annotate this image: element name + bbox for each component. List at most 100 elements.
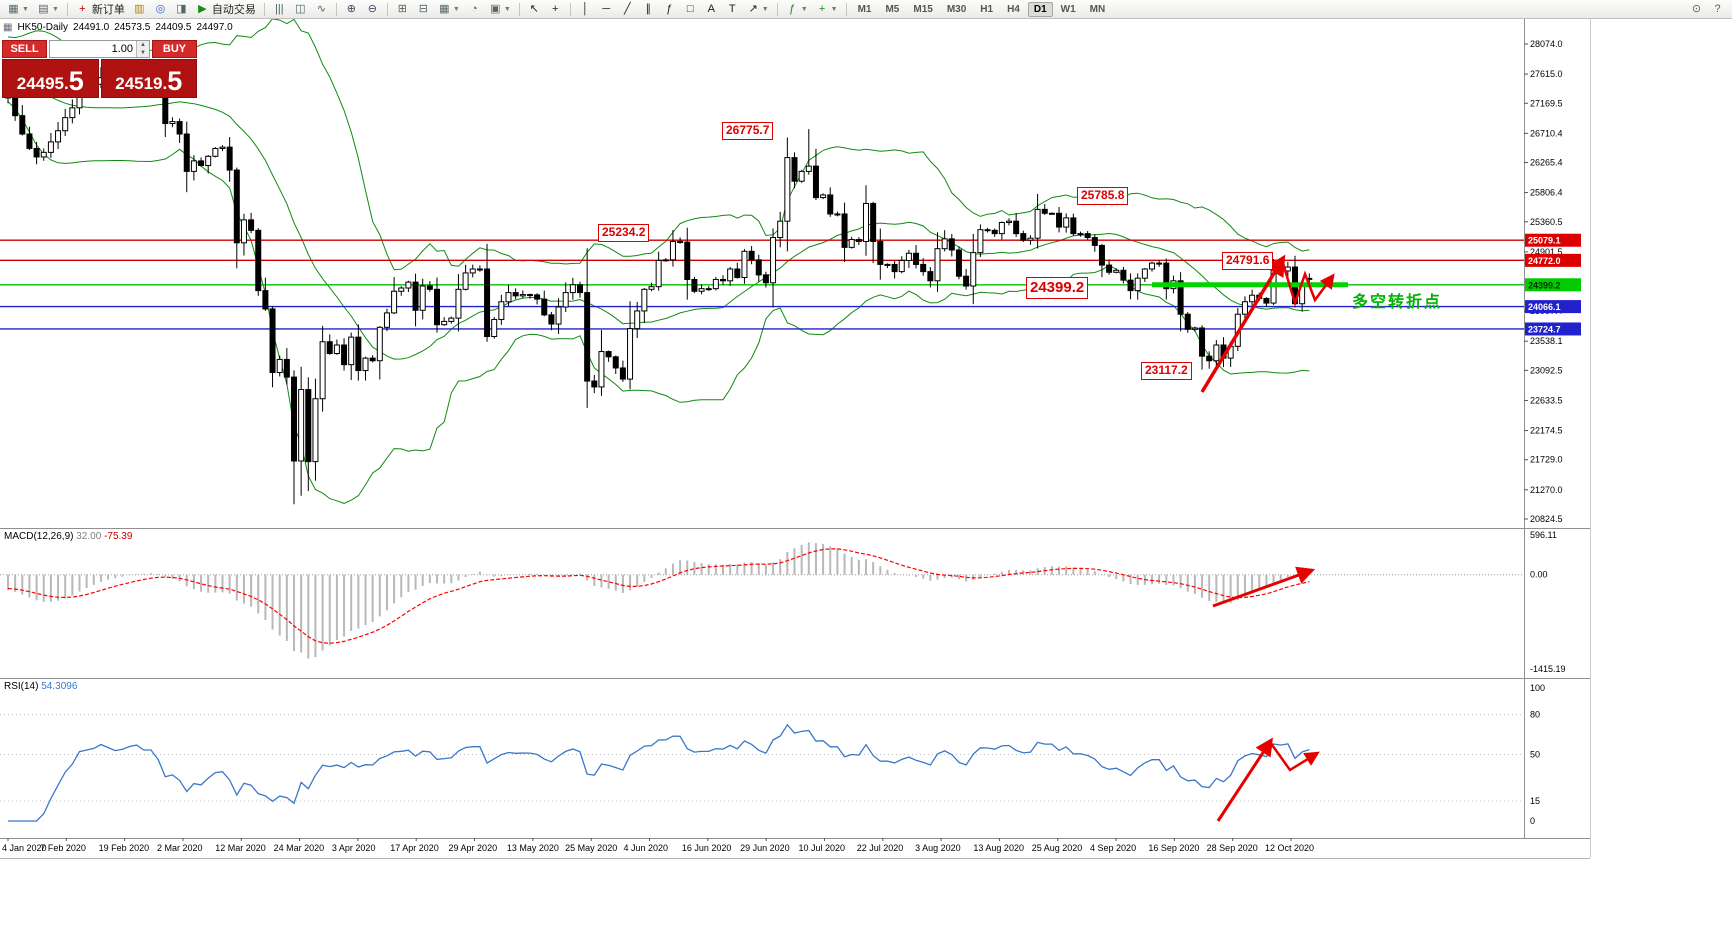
new-chart-button[interactable]: ▦ ▼	[3, 1, 33, 17]
rsi-axis-label: 50	[1530, 750, 1540, 760]
macd-name: MACD(12,26,9)	[4, 531, 74, 542]
candle-up	[69, 107, 76, 119]
crosshair-button[interactable]: +	[545, 1, 566, 17]
toolbar-group-charts: ▦ ▼ ▤ ▼	[3, 0, 63, 18]
sell-price-box[interactable]: 24495. 5	[2, 59, 99, 98]
chevron-down-icon[interactable]: ▼	[452, 5, 460, 13]
candle-up	[1141, 268, 1148, 279]
chevron-down-icon[interactable]: ▼	[51, 5, 59, 13]
timeframe-w1[interactable]: W1	[1060, 3, 1076, 15]
history-center-button[interactable]: ▥	[129, 1, 150, 17]
timeframe-m30[interactable]: M30	[946, 3, 967, 15]
candle-down	[948, 238, 955, 251]
candle-up	[998, 221, 1005, 235]
candle-up	[419, 285, 426, 311]
y-tick-label: 21270.0	[1530, 485, 1563, 495]
timeframe-m5[interactable]: M5	[885, 3, 900, 15]
chevron-down-icon[interactable]: ▼	[22, 5, 29, 13]
line-chart-button[interactable]: ∿	[311, 1, 332, 17]
shapes-button[interactable]: □	[680, 1, 701, 17]
volume-down-button[interactable]: ▼	[137, 49, 149, 57]
new-chart-grid-button[interactable]: ▦ ▼	[434, 1, 464, 17]
text-label-button[interactable]: T	[722, 1, 743, 17]
bollinger-lower-band	[7, 101, 1310, 504]
timeframe-h1[interactable]: H1	[980, 3, 994, 15]
timeframe-m1[interactable]: M1	[857, 3, 872, 15]
profiles-button[interactable]: ▤ ▼	[33, 1, 63, 17]
candlestick-chart-button[interactable]: ◫	[290, 1, 311, 17]
timeframe-bar: M1 M5 M15 M30 H1 H4 D1 W1 MN	[851, 0, 1113, 18]
timeframe-m15[interactable]: M15	[913, 3, 933, 15]
global-variables-icon: ◎	[155, 3, 166, 15]
candle-up	[1027, 237, 1034, 241]
macd-axis-label: 596.11	[1530, 530, 1557, 540]
volume-up-button[interactable]: ▲	[137, 41, 149, 49]
clock-icon: ◔	[470, 3, 478, 15]
templates-button[interactable]: ▣ ▼	[485, 1, 515, 17]
new-order-button[interactable]: + 新订单	[72, 1, 129, 17]
chevron-down-icon[interactable]: ▼	[761, 5, 769, 13]
bar-chart-button[interactable]: |||	[269, 1, 290, 17]
cursor-button[interactable]: ↖	[524, 1, 545, 17]
vertical-line-button[interactable]: │	[575, 1, 596, 17]
hline-icon: ─	[602, 3, 611, 15]
timeframe-d1[interactable]: D1	[1027, 1, 1053, 17]
y-tick-label: 23538.1	[1530, 336, 1563, 346]
y-tick-label: 27169.5	[1530, 98, 1563, 108]
fibo-icon: ƒ	[666, 3, 673, 15]
candle-down	[33, 147, 40, 158]
y-tick-label: 28074.0	[1530, 39, 1563, 49]
fibonacci-button[interactable]: ƒ	[659, 1, 680, 17]
candle-down	[991, 229, 998, 235]
y-tick-label: 24901.5	[1530, 247, 1563, 257]
help-button[interactable]: ?	[1707, 1, 1728, 17]
candle-up	[1241, 301, 1248, 315]
arrows-button[interactable]: ↗ ▼	[743, 1, 773, 17]
equidistant-channel-button[interactable]: ∥	[638, 1, 659, 17]
candle-up	[1191, 327, 1198, 330]
candle-up	[970, 252, 977, 287]
timeframe-h4[interactable]: H4	[1007, 3, 1020, 15]
chevron-down-icon[interactable]: ▼	[830, 5, 838, 13]
volume-input[interactable]: 1.00 ▲ ▼	[49, 40, 150, 58]
candle-down	[855, 239, 862, 242]
candle-up	[333, 344, 340, 355]
volume-value[interactable]: 1.00	[111, 43, 133, 55]
horizontal-line-button[interactable]: ─	[596, 1, 617, 17]
candle-down	[612, 356, 619, 369]
sell-price-main: 24495.	[16, 74, 69, 93]
candle-down	[1091, 237, 1098, 246]
toolbar-group-zoom: ⊕ ⊖	[341, 0, 383, 18]
one-click-trade-panel: SELL 1.00 ▲ ▼ BUY 24495. 5 24519. 5	[2, 40, 197, 98]
autotrading-button[interactable]: ▶ 自动交易	[192, 1, 260, 17]
trendline-button[interactable]: ╱	[617, 1, 638, 17]
candle-down	[269, 308, 276, 374]
auto-arrange-button[interactable]: ⊟	[413, 1, 434, 17]
sell-button[interactable]: SELL	[2, 40, 47, 58]
candle-up	[1034, 208, 1041, 239]
indicator-list-button[interactable]: ƒ ▼	[782, 1, 812, 17]
zoom-out-button[interactable]: ⊖	[362, 1, 383, 17]
toolbar-group-cursor-tools: ↖ +	[524, 0, 566, 18]
candle-up	[770, 237, 777, 284]
global-variables-button[interactable]: ◎	[150, 1, 171, 17]
candle-down	[226, 146, 233, 171]
chevron-down-icon[interactable]: ▼	[800, 5, 808, 13]
period-converter-button[interactable]: ◔	[464, 1, 485, 17]
candle-up	[212, 147, 219, 157]
search-button[interactable]: ⊙	[1686, 1, 1707, 17]
chevron-down-icon[interactable]: ▼	[503, 5, 511, 13]
candle-up	[934, 248, 941, 282]
zoom-in-button[interactable]: ⊕	[341, 1, 362, 17]
metaeditor-button[interactable]: ◨	[171, 1, 192, 17]
buy-price-box[interactable]: 24519. 5	[100, 59, 197, 98]
candle-down	[355, 336, 362, 372]
buy-button[interactable]: BUY	[152, 40, 197, 58]
add-indicator-button[interactable]: + ▼	[812, 1, 842, 17]
x-tick-label: 28 Sep 2020	[1207, 843, 1258, 853]
timeframe-mn[interactable]: MN	[1089, 3, 1106, 15]
tile-windows-button[interactable]: ⊞	[392, 1, 413, 17]
candle-down	[412, 281, 419, 311]
text-button[interactable]: A	[701, 1, 722, 17]
